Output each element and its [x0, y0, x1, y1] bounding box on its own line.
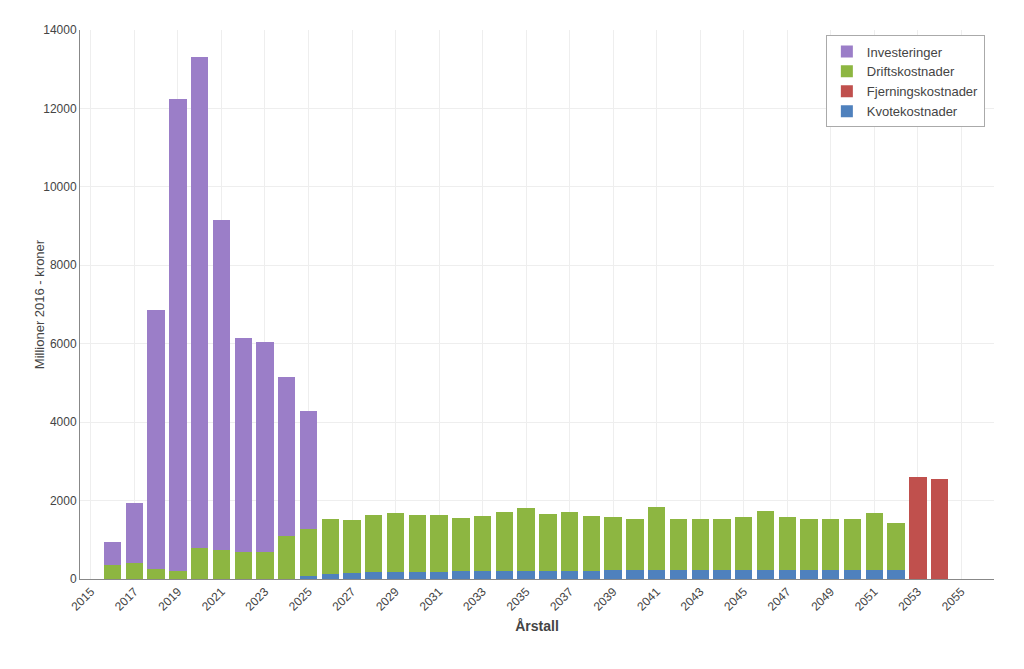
svg-text:4000: 4000 — [50, 415, 77, 429]
svg-text:2015: 2015 — [68, 585, 97, 614]
svg-text:2055: 2055 — [939, 585, 968, 614]
svg-text:2047: 2047 — [765, 585, 794, 614]
svg-text:2035: 2035 — [504, 585, 533, 614]
svg-text:2039: 2039 — [591, 585, 620, 614]
svg-text:Kvotekostnader: Kvotekostnader — [867, 104, 958, 119]
svg-text:2017: 2017 — [112, 585, 141, 614]
svg-text:2049: 2049 — [808, 585, 837, 614]
svg-text:2033: 2033 — [460, 585, 489, 614]
svg-text:Fjerningskostnader: Fjerningskostnader — [867, 84, 978, 99]
svg-text:2031: 2031 — [417, 585, 446, 614]
svg-text:14000: 14000 — [43, 23, 77, 37]
svg-text:6000: 6000 — [50, 337, 77, 351]
svg-text:12000: 12000 — [43, 102, 77, 116]
svg-text:2053: 2053 — [895, 585, 924, 614]
svg-text:2045: 2045 — [721, 585, 750, 614]
svg-text:2043: 2043 — [678, 585, 707, 614]
svg-text:Årstall: Årstall — [515, 618, 559, 634]
svg-text:Millioner 2016 - kroner: Millioner 2016 - kroner — [32, 239, 47, 369]
svg-text:2021: 2021 — [199, 585, 228, 614]
svg-text:2025: 2025 — [286, 585, 315, 614]
svg-text:2000: 2000 — [50, 494, 77, 508]
svg-text:0: 0 — [70, 572, 77, 586]
svg-text:2019: 2019 — [156, 585, 185, 614]
svg-text:10000: 10000 — [43, 180, 77, 194]
svg-text:2029: 2029 — [373, 585, 402, 614]
svg-text:2037: 2037 — [547, 585, 576, 614]
svg-text:2027: 2027 — [330, 585, 359, 614]
svg-text:Driftskostnader: Driftskostnader — [867, 64, 955, 79]
svg-text:8000: 8000 — [50, 258, 77, 272]
svg-text:2023: 2023 — [243, 585, 272, 614]
svg-text:2051: 2051 — [852, 585, 881, 614]
svg-text:2041: 2041 — [634, 585, 663, 614]
svg-text:Investeringer: Investeringer — [867, 45, 943, 60]
